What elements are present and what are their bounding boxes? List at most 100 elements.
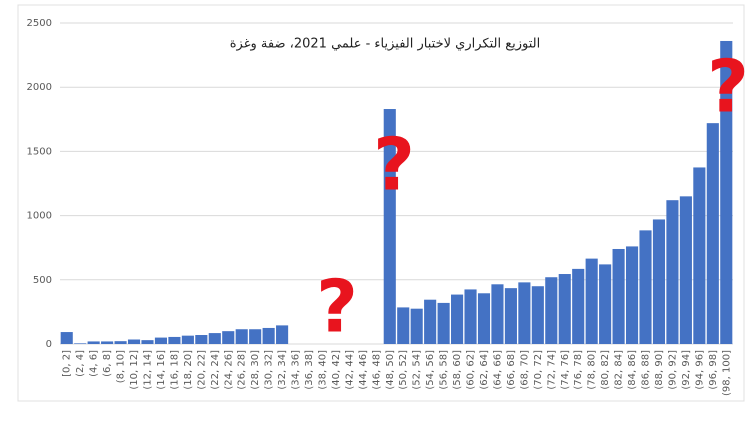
y-tick-label: 1500 (27, 146, 52, 157)
bar (154, 337, 168, 344)
bar (168, 336, 181, 344)
x-tick-label: (46, 48] (371, 350, 382, 390)
x-tick-label: (32, 34] (277, 350, 288, 390)
x-tick-label: (66, 68] (506, 350, 517, 390)
x-tick-label: [0, 2] (62, 350, 73, 377)
bar (181, 335, 194, 344)
x-tick-label: (94, 96] (694, 350, 705, 390)
x-tick-label: (70, 72] (533, 350, 544, 390)
bar (101, 341, 114, 344)
bar (693, 167, 706, 344)
bar (706, 123, 719, 344)
x-tick-label: (6, 8] (102, 350, 113, 377)
bar (599, 264, 612, 344)
x-tick-label: (98, 100] (721, 350, 732, 396)
x-tick-label: (26, 28] (237, 350, 248, 390)
x-tick-label: (56, 58] (439, 350, 450, 390)
bar (87, 341, 100, 344)
x-tick-label: (52, 54] (412, 350, 423, 390)
bar (585, 258, 598, 344)
bar (424, 299, 437, 344)
x-tick-label: (16, 18] (169, 350, 180, 390)
bar (720, 40, 733, 344)
bar (464, 289, 477, 344)
bar (572, 268, 585, 344)
bar (249, 329, 262, 344)
x-tick-label: (12, 14] (142, 350, 153, 390)
y-tick-label: 2000 (27, 82, 52, 93)
bar (114, 341, 127, 344)
x-tick-label: (28, 30] (250, 350, 261, 390)
x-tick-label: (80, 82] (600, 350, 611, 390)
x-tick-label: (78, 80] (587, 350, 598, 390)
bar (477, 293, 491, 344)
bar (491, 284, 504, 344)
bar (437, 302, 450, 344)
y-tick-label: 0 (46, 339, 52, 350)
bar (222, 331, 235, 344)
annotation: ? (373, 123, 415, 207)
bar (60, 332, 73, 344)
bar (612, 248, 625, 344)
x-tick-label: (48, 50] (385, 350, 396, 390)
bar (558, 274, 571, 344)
bar (195, 335, 208, 344)
y-tick-label: 500 (33, 275, 52, 286)
bar (74, 343, 87, 344)
y-tick-label: 1000 (27, 211, 52, 222)
bar (679, 196, 692, 344)
bar (652, 219, 666, 344)
x-tick-label: (22, 24] (210, 350, 221, 390)
bar (383, 109, 396, 344)
x-tick-label: (74, 76] (560, 350, 571, 390)
y-tick-label: 2500 (27, 18, 52, 29)
x-tick-label: (82, 84] (614, 350, 625, 390)
bar (410, 308, 423, 344)
x-tick-label: (14, 16] (156, 350, 167, 390)
x-tick-label: (60, 62] (466, 350, 477, 390)
x-tick-label: (96, 98] (708, 350, 719, 390)
bar (141, 340, 154, 344)
x-tick-label: (38, 40] (317, 350, 328, 390)
x-tick-label: (84, 86] (627, 350, 638, 390)
x-tick-label: (44, 46] (358, 350, 369, 390)
x-tick-label: (76, 78] (573, 350, 584, 390)
x-tick-label: (58, 60] (452, 350, 463, 390)
annotation: ? (707, 45, 748, 129)
x-tick-label: (18, 20] (183, 350, 194, 390)
x-tick-label: (42, 44] (344, 350, 355, 390)
x-tick-label: (54, 56] (425, 350, 436, 390)
bar (276, 325, 289, 344)
x-tick-label: (24, 26] (223, 350, 234, 390)
bar (545, 277, 558, 344)
x-tick-label: (90, 92] (667, 350, 678, 390)
x-tick-label: (88, 90] (654, 350, 665, 390)
bar (235, 329, 248, 344)
x-tick-label: (8, 10] (116, 350, 127, 383)
bar (504, 288, 517, 344)
x-tick-label: (92, 94] (681, 350, 692, 390)
x-tick-label: (68, 70] (519, 350, 530, 390)
bar (518, 282, 531, 344)
x-tick-label: (40, 42] (331, 350, 342, 390)
bar (208, 333, 221, 344)
x-tick-label: (72, 74] (546, 350, 557, 390)
x-tick-label: (62, 64] (479, 350, 490, 390)
x-tick-label: (36, 38] (304, 350, 315, 390)
chart-title: التوزيع التكراري لاختبار الفيزياء - علمي… (230, 37, 541, 52)
x-tick-label: (20, 22] (196, 350, 207, 390)
x-tick-label: (30, 32] (264, 350, 275, 390)
x-tick-label: (34, 36] (291, 350, 302, 390)
x-tick-label: (10, 12] (129, 350, 140, 390)
bar (625, 246, 639, 344)
bar (531, 286, 544, 344)
x-tick-label: (2, 4] (75, 350, 86, 377)
x-tick-label: (86, 88] (641, 350, 652, 390)
bar (639, 230, 652, 344)
annotation: ? (316, 265, 358, 349)
x-tick-label: (50, 52] (398, 350, 409, 390)
bar (397, 307, 410, 344)
bar (127, 339, 141, 344)
bar (451, 294, 464, 344)
